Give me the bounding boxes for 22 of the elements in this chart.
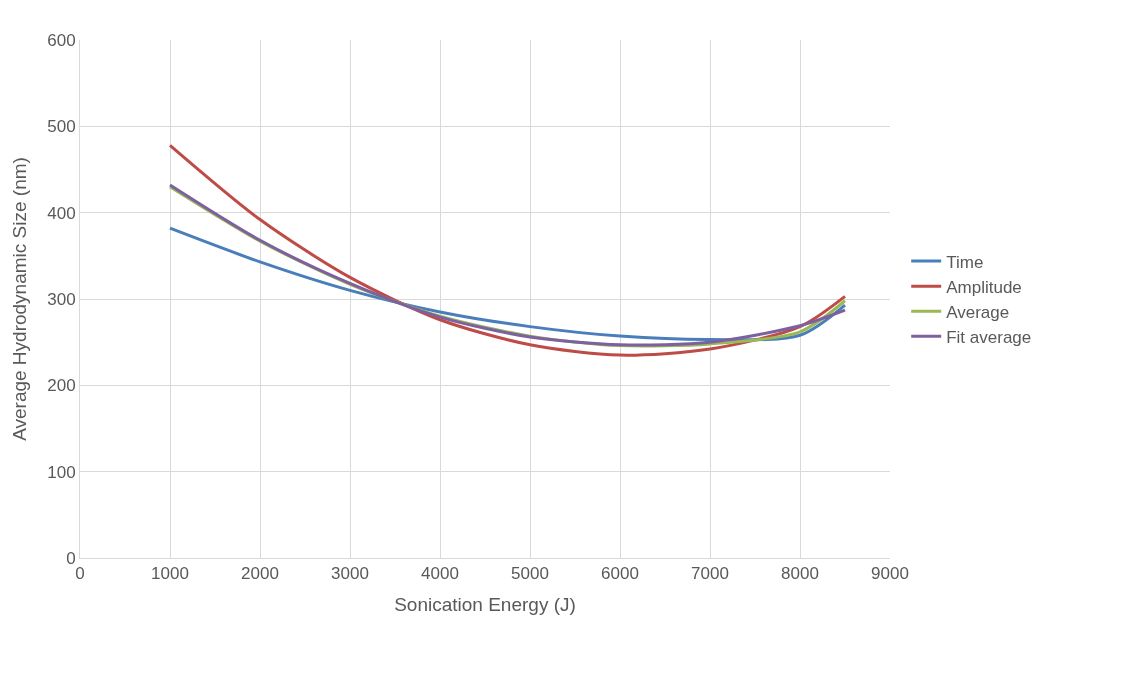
y-tick-label: 400	[47, 203, 76, 223]
x-tick-label: 9000	[871, 564, 909, 584]
y-tick-label: 100	[47, 462, 76, 482]
x-tick-label: 3000	[331, 564, 369, 584]
x-tick-label: 8000	[781, 564, 819, 584]
y-tick-label: 200	[47, 376, 76, 396]
x-tick-label: 1000	[151, 564, 189, 584]
x-tick-label: 4000	[421, 564, 459, 584]
legend-label: Fit average	[946, 327, 1032, 347]
x-tick-label: 2000	[241, 564, 279, 584]
y-axis-title: Average Hydrodynamic Size (nm)	[9, 157, 31, 441]
legend-label: Time	[946, 252, 984, 272]
legend-label: Average	[946, 302, 1010, 322]
y-tick-label: 600	[47, 30, 76, 50]
x-tick-label: 5000	[511, 564, 549, 584]
x-tick-label: 6000	[601, 564, 639, 584]
x-tick-label: 7000	[691, 564, 729, 584]
y-tick-label: 500	[47, 117, 76, 137]
x-axis-title: Sonication Energy (J)	[394, 594, 576, 616]
legend-label: Amplitude	[946, 277, 1022, 297]
y-tick-label: 300	[47, 289, 76, 309]
y-tick-label: 0	[66, 548, 76, 568]
